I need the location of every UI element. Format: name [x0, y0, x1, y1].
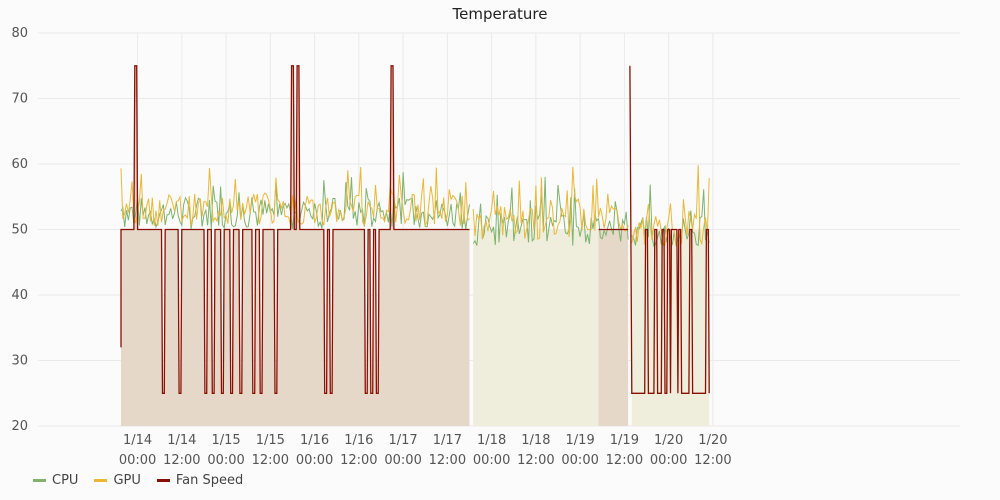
- x-tick-time-6: 00:00: [384, 453, 421, 468]
- x-tick-time-12: 00:00: [650, 453, 687, 468]
- x-tick-date-4: 1/16: [300, 433, 329, 448]
- x-tick-time-9: 12:00: [517, 453, 554, 468]
- x-tick-date-0: 1/14: [123, 433, 152, 448]
- x-tick-date-10: 1/19: [566, 433, 595, 448]
- x-tick-time-3: 12:00: [252, 453, 289, 468]
- x-tick-time-7: 12:00: [429, 453, 466, 468]
- cpu-line-seg-1: [120, 172, 470, 230]
- legend-label-gpu: GPU: [113, 473, 141, 488]
- x-tick-date-7: 1/17: [433, 433, 462, 448]
- x-tick-time-11: 12:00: [606, 453, 643, 468]
- y-tick-label-40: 40: [11, 288, 28, 303]
- x-tick-time-0: 00:00: [119, 453, 156, 468]
- x-tick-time-4: 00:00: [296, 453, 333, 468]
- x-tick-date-5: 1/16: [344, 433, 373, 448]
- x-tick-date-11: 1/19: [610, 433, 639, 448]
- legend-item-cpu[interactable]: CPU: [33, 473, 78, 488]
- x-tick-date-13: 1/20: [698, 433, 727, 448]
- gpu-swatch-icon: [94, 479, 108, 482]
- legend-item-fan-speed[interactable]: Fan Speed: [156, 473, 244, 488]
- gpu-line-seg-1: [120, 166, 470, 228]
- gpu-line-seg-3: [631, 165, 710, 246]
- y-tick-label-80: 80: [11, 26, 28, 41]
- cpu-line-seg-3: [631, 184, 710, 248]
- y-tick-label-30: 30: [11, 354, 28, 369]
- y-tick-label-60: 60: [11, 157, 28, 172]
- x-tick-date-2: 1/15: [211, 433, 240, 448]
- x-tick-time-5: 12:00: [340, 453, 377, 468]
- x-tick-date-6: 1/17: [389, 433, 418, 448]
- fan-speed-line-seg-3: [629, 65, 710, 394]
- x-tick-time-8: 00:00: [473, 453, 510, 468]
- x-tick-date-9: 1/18: [521, 433, 550, 448]
- x-tick-time-13: 12:00: [694, 453, 731, 468]
- x-tick-time-1: 12:00: [163, 453, 200, 468]
- chart-title: Temperature: [452, 5, 548, 23]
- cpu-line-seg-2: [472, 176, 629, 246]
- fan-speed-swatch-icon: [156, 479, 170, 482]
- x-tick-time-10: 00:00: [561, 453, 598, 468]
- fan-speed-line-seg-1: [120, 65, 470, 394]
- x-tick-date-12: 1/20: [654, 433, 683, 448]
- x-tick-date-8: 1/18: [477, 433, 506, 448]
- legend: CPU GPU Fan Speed: [33, 473, 243, 488]
- y-tick-label-20: 20: [11, 419, 28, 434]
- legend-label-fan-speed: Fan Speed: [175, 473, 244, 488]
- temperature-chart[interactable]: 20 30 40 50 60 70 80 1/14 00:00 1/14 12:00 1/15 00:0…: [0, 0, 1000, 470]
- fan-area-2: [598, 229, 629, 426]
- fan-area-1: [120, 65, 470, 427]
- x-tick-date-1: 1/14: [167, 433, 196, 448]
- cpu-swatch-icon: [33, 479, 46, 482]
- y-tick-label-70: 70: [11, 92, 28, 107]
- legend-item-gpu[interactable]: GPU: [94, 473, 141, 488]
- legend-label-cpu: CPU: [52, 473, 79, 488]
- x-tick-time-2: 00:00: [207, 453, 244, 468]
- gpu-line-seg-2: [472, 166, 629, 240]
- y-tick-label-50: 50: [11, 223, 28, 238]
- x-tick-date-3: 1/15: [256, 433, 285, 448]
